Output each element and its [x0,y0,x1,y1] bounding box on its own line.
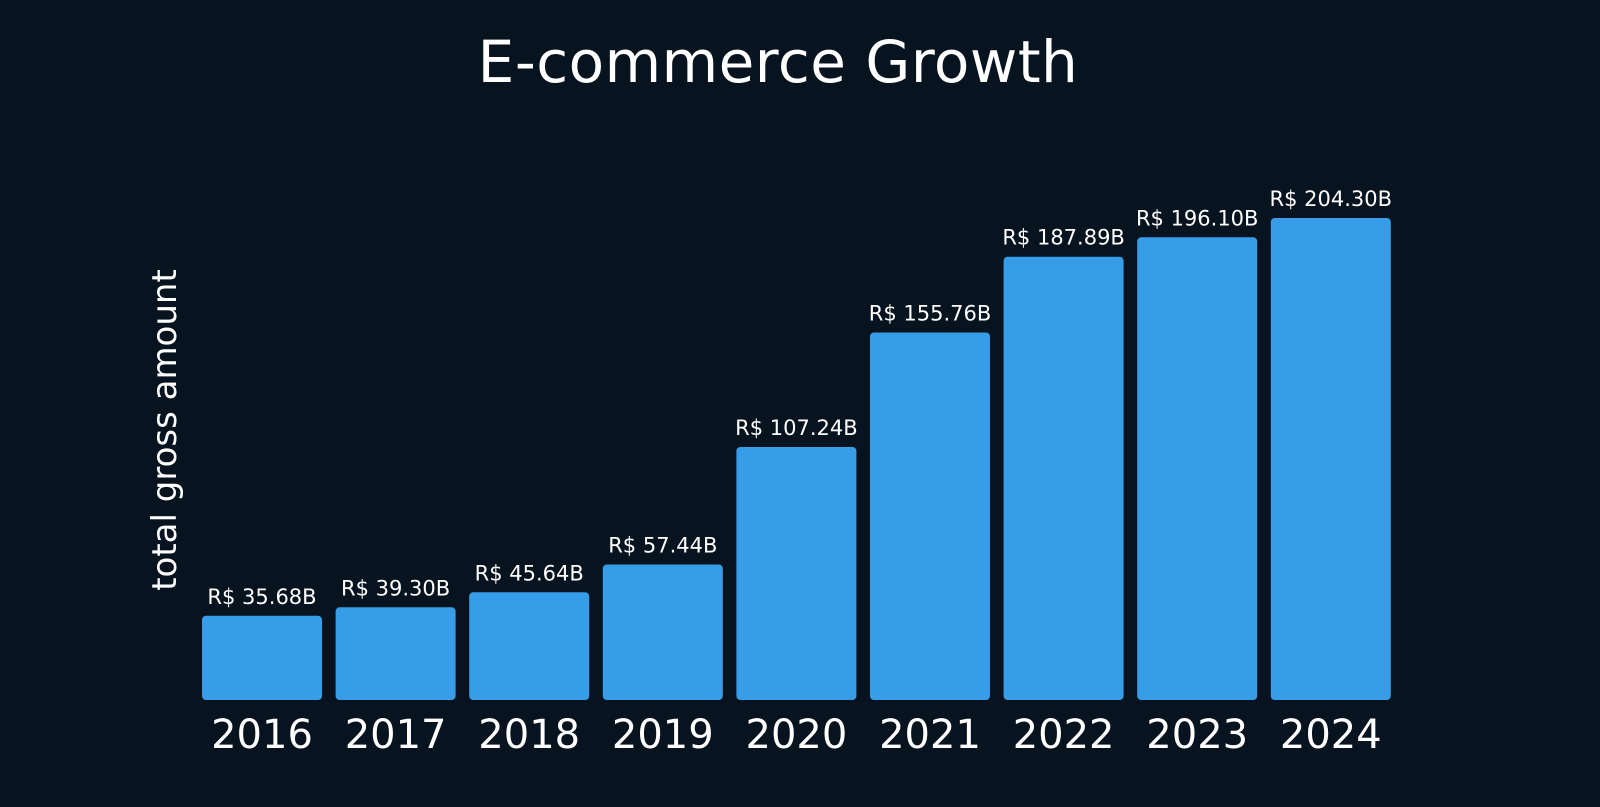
bar-2019 [602,564,723,700]
data-label-2022: R$ 187.89B [1002,226,1125,250]
data-label-2016: R$ 35.68B [207,585,316,609]
data-label-2019: R$ 57.44B [608,534,717,558]
bar-2016 [202,615,322,700]
x-tick-label-2016: 2016 [211,712,313,758]
x-tick-label-2023: 2023 [1146,712,1248,758]
data-label-2023: R$ 196.10B [1136,206,1259,230]
x-tick-label-2020: 2020 [746,712,848,758]
data-label-2020: R$ 107.24B [735,416,858,440]
x-tick-label-2018: 2018 [478,712,580,758]
chart-title: E-commerce Growth [477,28,1079,96]
bar-2021 [870,332,990,700]
bar-2023 [1137,237,1258,701]
x-tick-label-2022: 2022 [1013,712,1115,758]
data-label-2017: R$ 39.30B [341,576,450,600]
x-tick-label-2019: 2019 [612,712,714,758]
bar-2017 [335,607,456,700]
x-tick-label-2021: 2021 [879,712,981,758]
bar-2022 [1003,256,1124,700]
data-label-2021: R$ 155.76B [869,302,992,326]
bar-2024 [1270,218,1391,700]
data-label-2024: R$ 204.30B [1270,187,1393,211]
x-tick-label-2017: 2017 [345,712,447,758]
bar-2018 [469,592,590,700]
x-tick-label-2024: 2024 [1280,712,1382,758]
bar-2020 [736,447,857,700]
data-label-2018: R$ 45.64B [475,561,584,585]
